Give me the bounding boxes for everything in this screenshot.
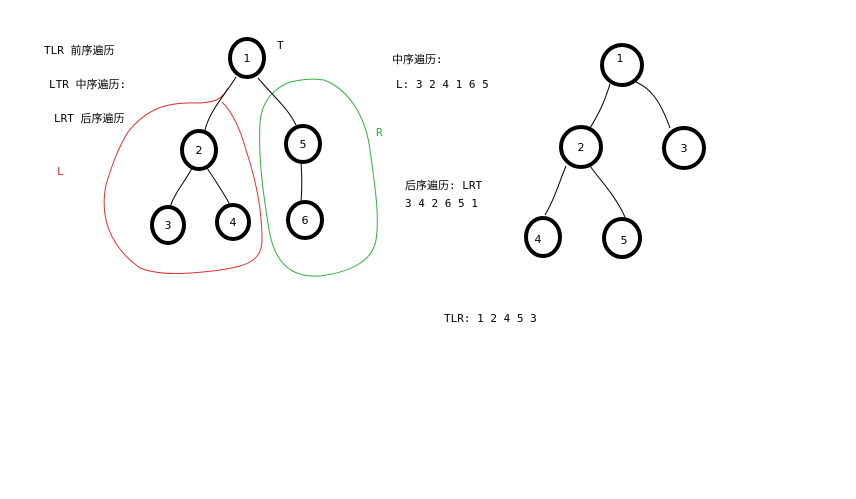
tree2-node-3-label: 3 bbox=[681, 142, 688, 155]
tree1-node-4-label: 4 bbox=[230, 216, 237, 229]
tree1-nodes: 1 2 5 3 4 6 bbox=[150, 37, 324, 245]
tree1-edge-1-2 bbox=[204, 76, 237, 131]
tree1-node-1 bbox=[228, 37, 266, 79]
left-subtree-outline bbox=[103, 87, 263, 274]
tree2-edge-1-3 bbox=[635, 81, 671, 129]
tree2-node-1-label: 1 bbox=[617, 52, 624, 65]
tree2-node-4 bbox=[524, 216, 562, 258]
tree1-node-6-label: 6 bbox=[302, 214, 309, 227]
note-ltr: LTR 中序遍历: bbox=[49, 78, 127, 91]
tree2-edge-2-5 bbox=[589, 165, 626, 218]
postorder-title: 后序遍历: LRT bbox=[405, 179, 483, 192]
right-subtree-outline bbox=[259, 78, 378, 277]
note-lrt: LRT 后序遍历 bbox=[54, 112, 125, 125]
tree2-node-5-label: 5 bbox=[621, 234, 628, 247]
note-tlr: TLR 前序遍历 bbox=[44, 44, 115, 57]
label-t: T bbox=[277, 39, 284, 52]
label-l: L bbox=[57, 165, 64, 178]
tree1-edge-2-3 bbox=[169, 167, 193, 208]
tree2-edge-2-4 bbox=[544, 165, 567, 216]
tree1-node-6 bbox=[286, 200, 324, 240]
tree2-edge-1-2 bbox=[589, 83, 611, 129]
tree2-node-3 bbox=[662, 126, 706, 170]
tree1-node-3 bbox=[150, 205, 186, 245]
tree2-node-2 bbox=[559, 125, 603, 169]
label-r: R bbox=[376, 126, 383, 139]
tree1-edges bbox=[169, 76, 303, 208]
tree1-node-3-label: 3 bbox=[165, 219, 172, 232]
tree1-node-4 bbox=[215, 203, 251, 241]
tree2-nodes: 1 2 3 4 5 bbox=[524, 43, 706, 259]
postorder-sequence: 3 4 2 6 5 1 bbox=[405, 197, 478, 210]
inorder-sequence: L: 3 2 4 1 6 5 bbox=[396, 78, 489, 91]
tree2-node-1 bbox=[600, 43, 644, 87]
tree1-node-2 bbox=[180, 129, 218, 171]
tree2-node-5 bbox=[602, 217, 642, 259]
tree2-node-4-label: 4 bbox=[535, 233, 542, 246]
inorder-title: 中序遍历: bbox=[392, 53, 443, 66]
tree1-node-5 bbox=[284, 124, 322, 164]
tree1-node-5-label: 5 bbox=[300, 138, 307, 151]
tree2-node-2-label: 2 bbox=[578, 141, 585, 154]
tree1-node-1-label: 1 bbox=[244, 52, 251, 65]
preorder-sequence: TLR: 1 2 4 5 3 bbox=[444, 312, 537, 325]
tree1-edge-1-5 bbox=[257, 77, 297, 126]
tree1-edge-2-4 bbox=[206, 167, 231, 206]
tree1-node-2-label: 2 bbox=[196, 144, 203, 157]
tree1-edge-5-6 bbox=[300, 161, 303, 203]
tree2-edges bbox=[544, 81, 671, 218]
